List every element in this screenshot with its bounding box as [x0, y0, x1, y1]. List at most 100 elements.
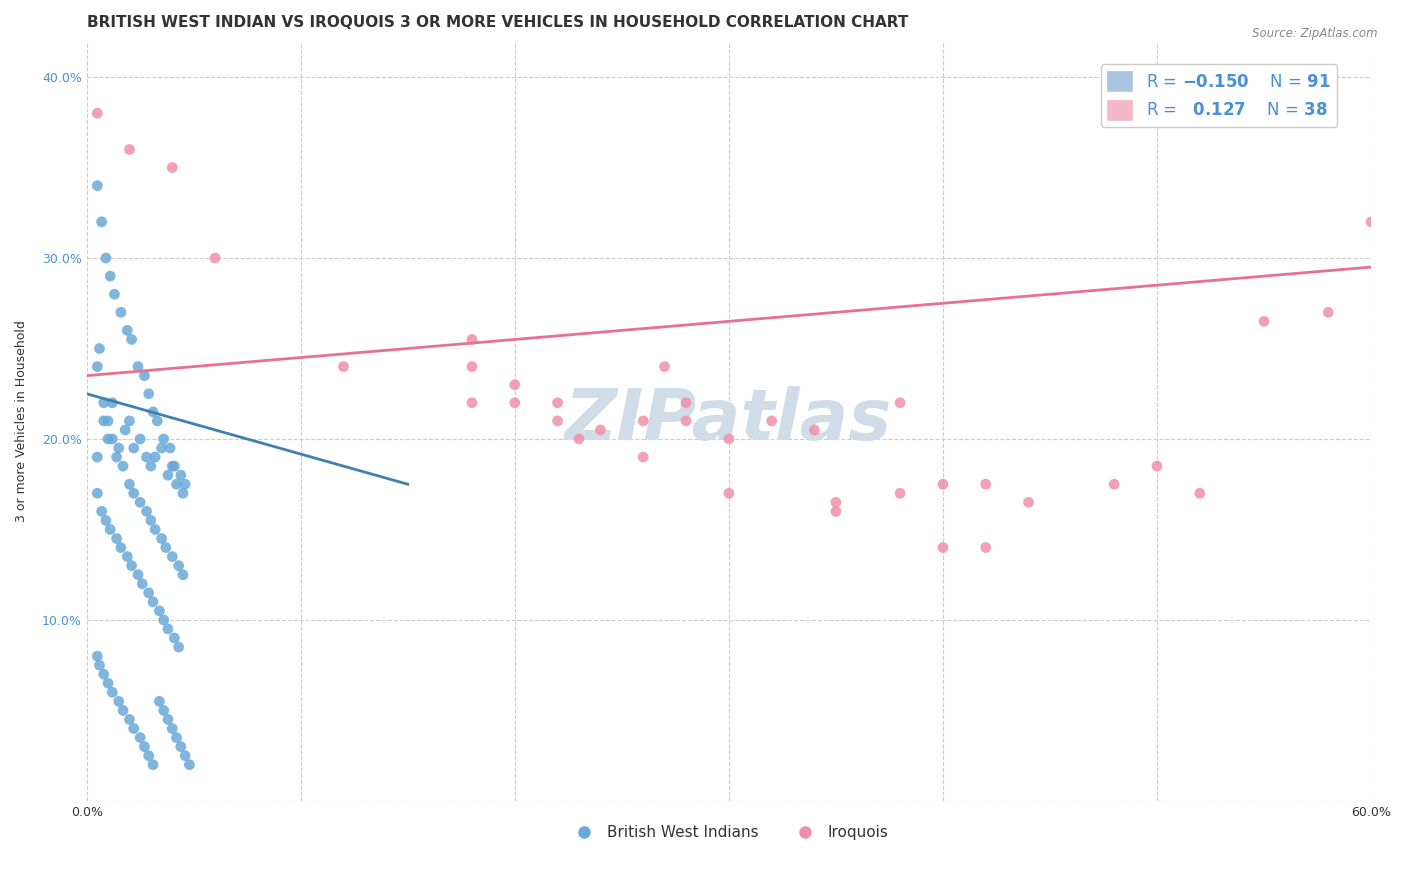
Point	[110, 541, 132, 555]
Point	[94, 513, 117, 527]
Point	[174, 748, 197, 763]
Point	[148, 694, 170, 708]
Point	[803, 423, 825, 437]
Y-axis label: 3 or more Vehicles in Household: 3 or more Vehicles in Household	[15, 320, 28, 522]
Point	[127, 359, 149, 374]
Point	[163, 631, 186, 645]
Point	[98, 269, 121, 284]
Point	[631, 414, 654, 428]
Point	[97, 414, 120, 428]
Point	[135, 504, 157, 518]
Point	[172, 486, 194, 500]
Point	[889, 486, 911, 500]
Point	[1317, 305, 1340, 319]
Point	[172, 567, 194, 582]
Point	[932, 477, 955, 491]
Point	[93, 414, 115, 428]
Point	[143, 450, 166, 464]
Point	[148, 604, 170, 618]
Point	[139, 459, 162, 474]
Point	[974, 477, 997, 491]
Point	[129, 495, 152, 509]
Point	[142, 595, 165, 609]
Point	[139, 513, 162, 527]
Point	[179, 757, 201, 772]
Point	[332, 359, 354, 374]
Point	[717, 432, 740, 446]
Point	[129, 731, 152, 745]
Point	[134, 739, 156, 754]
Point	[717, 486, 740, 500]
Point	[86, 649, 108, 664]
Point	[152, 703, 174, 717]
Point	[97, 676, 120, 690]
Point	[138, 586, 160, 600]
Point	[761, 414, 783, 428]
Point	[107, 694, 129, 708]
Point	[174, 477, 197, 491]
Point	[162, 549, 184, 564]
Point	[166, 477, 188, 491]
Point	[114, 423, 136, 437]
Point	[138, 386, 160, 401]
Point	[167, 640, 190, 654]
Point	[138, 748, 160, 763]
Point	[98, 523, 121, 537]
Point	[94, 251, 117, 265]
Point	[86, 106, 108, 120]
Point	[159, 441, 181, 455]
Point	[101, 432, 124, 446]
Point	[131, 576, 153, 591]
Point	[86, 359, 108, 374]
Point	[122, 722, 145, 736]
Point	[162, 459, 184, 474]
Point	[93, 667, 115, 681]
Point	[150, 532, 173, 546]
Point	[675, 396, 697, 410]
Text: Source: ZipAtlas.com: Source: ZipAtlas.com	[1253, 27, 1378, 40]
Point	[111, 459, 134, 474]
Point	[461, 396, 484, 410]
Text: BRITISH WEST INDIAN VS IROQUOIS 3 OR MORE VEHICLES IN HOUSEHOLD CORRELATION CHAR: BRITISH WEST INDIAN VS IROQUOIS 3 OR MOR…	[87, 15, 908, 30]
Point	[121, 558, 143, 573]
Point	[142, 405, 165, 419]
Point	[654, 359, 676, 374]
Point	[461, 359, 484, 374]
Point	[89, 342, 111, 356]
Point	[142, 757, 165, 772]
Point	[118, 477, 141, 491]
Point	[111, 703, 134, 717]
Point	[166, 731, 188, 745]
Point	[89, 658, 111, 673]
Point	[1102, 477, 1125, 491]
Point	[889, 396, 911, 410]
Text: ZIPatlas: ZIPatlas	[565, 386, 893, 456]
Point	[127, 567, 149, 582]
Point	[134, 368, 156, 383]
Point	[1018, 495, 1040, 509]
Point	[170, 739, 193, 754]
Point	[86, 486, 108, 500]
Point	[1253, 314, 1275, 328]
Point	[568, 432, 591, 446]
Point	[825, 495, 848, 509]
Point	[101, 396, 124, 410]
Point	[152, 432, 174, 446]
Point	[93, 396, 115, 410]
Point	[150, 441, 173, 455]
Point	[103, 287, 125, 301]
Point	[589, 423, 612, 437]
Point	[1188, 486, 1211, 500]
Point	[86, 178, 108, 193]
Point	[162, 161, 184, 175]
Point	[547, 396, 569, 410]
Point	[107, 441, 129, 455]
Point	[90, 215, 112, 229]
Point	[118, 414, 141, 428]
Point	[461, 333, 484, 347]
Point	[156, 622, 179, 636]
Point	[974, 541, 997, 555]
Point	[118, 713, 141, 727]
Point	[1146, 459, 1168, 474]
Point	[503, 396, 526, 410]
